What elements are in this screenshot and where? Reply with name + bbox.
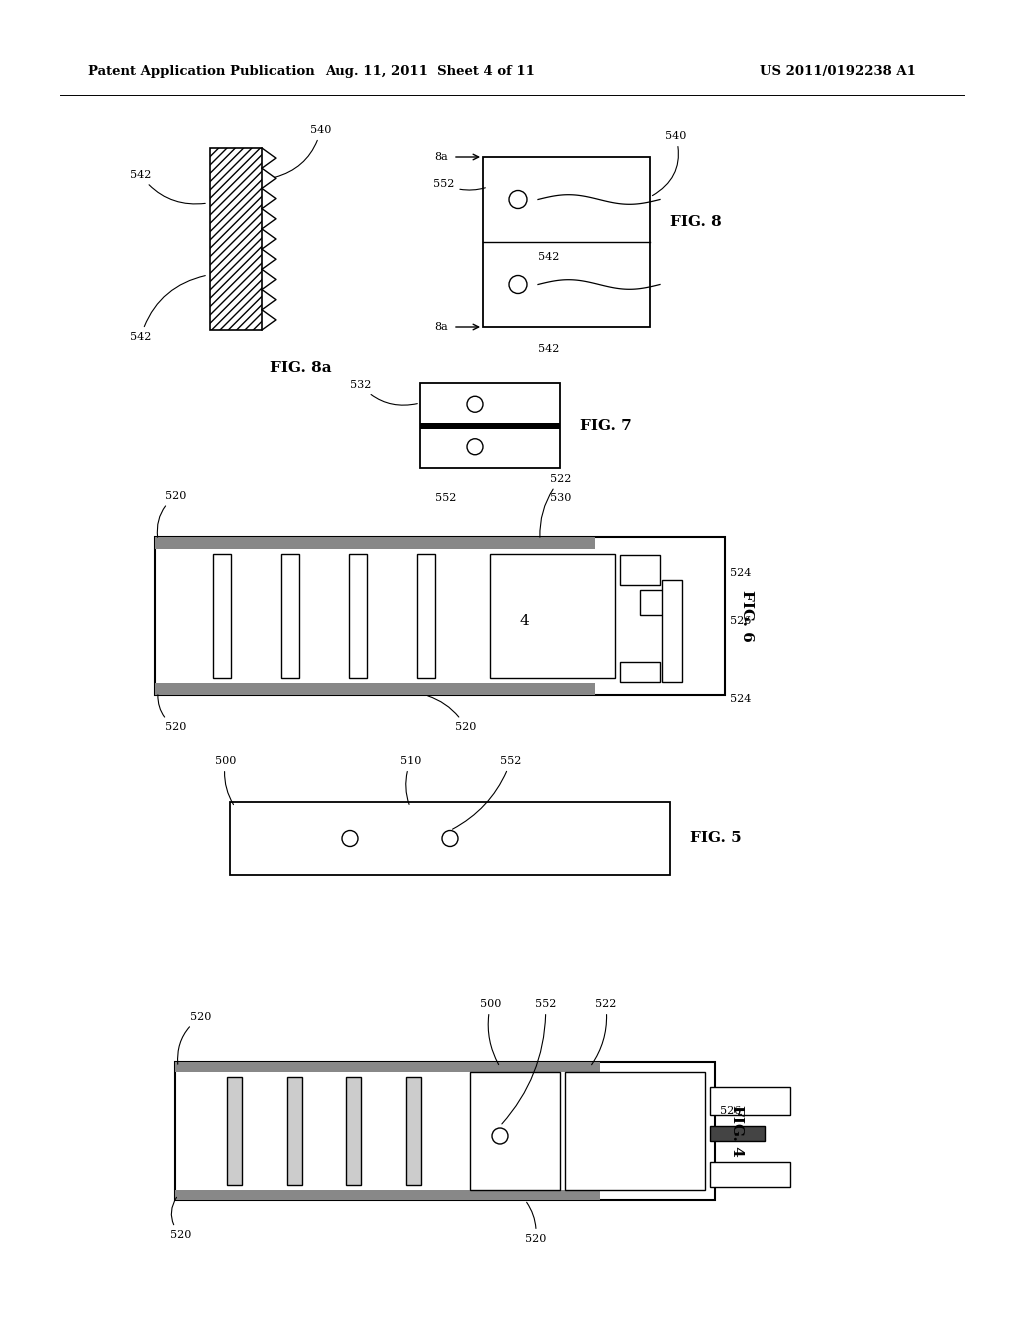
Text: 552: 552 [435,492,457,503]
Bar [620,663,660,682]
Bar [710,1086,790,1115]
Bar [420,383,560,469]
Circle shape [467,438,483,455]
Bar [155,682,595,696]
Text: 4: 4 [520,614,529,628]
Text: 552: 552 [433,180,485,190]
Text: 510: 510 [400,756,421,804]
Bar [490,554,615,678]
Text: 526: 526 [730,616,752,626]
Bar [483,157,650,327]
Text: 8a: 8a [434,152,449,162]
Bar [227,1077,243,1185]
Text: 522: 522 [592,999,616,1065]
Bar [287,1077,302,1185]
Text: FIG. 5: FIG. 5 [690,832,741,846]
Text: FIG. 8a: FIG. 8a [270,360,332,375]
Text: 520: 520 [177,1012,211,1064]
Bar [210,148,262,330]
Bar [175,1191,600,1200]
Bar [710,1162,790,1187]
Bar [175,1063,600,1072]
Bar [349,554,367,678]
Circle shape [342,830,358,846]
Text: US 2011/0192238 A1: US 2011/0192238 A1 [760,66,915,78]
Text: 542: 542 [538,252,559,261]
Text: 500: 500 [480,999,502,1065]
Bar [662,579,682,682]
Text: 524: 524 [730,694,752,704]
Circle shape [509,276,527,293]
Text: FIG. 7: FIG. 7 [580,418,632,433]
Bar [565,1072,705,1191]
Text: 520: 520 [158,694,186,733]
Text: FIG. 8: FIG. 8 [670,215,722,228]
Text: FIG. 4: FIG. 4 [730,1105,744,1156]
Text: 532: 532 [350,380,418,405]
Text: 520: 520 [428,696,476,733]
Text: 520: 520 [170,1197,191,1239]
Text: 542: 542 [130,276,205,342]
Bar [155,537,725,696]
Bar [710,1126,765,1140]
Bar [406,1077,421,1185]
Text: 522: 522 [540,474,571,537]
Bar [470,1072,560,1191]
Bar [640,590,680,615]
Circle shape [492,1129,508,1144]
Bar [420,422,560,429]
Text: Aug. 11, 2011  Sheet 4 of 11: Aug. 11, 2011 Sheet 4 of 11 [325,66,535,78]
Bar [230,803,670,875]
Bar [417,554,435,678]
Text: 552: 552 [453,756,521,829]
Text: 524: 524 [730,568,752,578]
Bar [155,537,595,549]
Text: 520: 520 [525,1203,547,1243]
Text: 540: 540 [274,125,332,177]
Text: 530: 530 [550,492,571,503]
Text: 8a: 8a [434,322,449,333]
Text: Patent Application Publication: Patent Application Publication [88,66,314,78]
Text: 500: 500 [215,756,237,805]
Text: 542: 542 [538,345,559,354]
Text: 526: 526 [720,1106,741,1115]
Bar [346,1077,361,1185]
Bar [175,1063,715,1200]
Bar [281,554,299,678]
Bar [213,554,231,678]
Text: 540: 540 [652,131,686,195]
Circle shape [442,830,458,846]
Circle shape [467,396,483,412]
Text: 542: 542 [130,170,205,205]
Text: 552: 552 [502,999,556,1123]
Text: 520: 520 [158,491,186,537]
Circle shape [509,190,527,209]
Text: FIG. 6: FIG. 6 [740,590,754,642]
Bar [620,554,660,585]
